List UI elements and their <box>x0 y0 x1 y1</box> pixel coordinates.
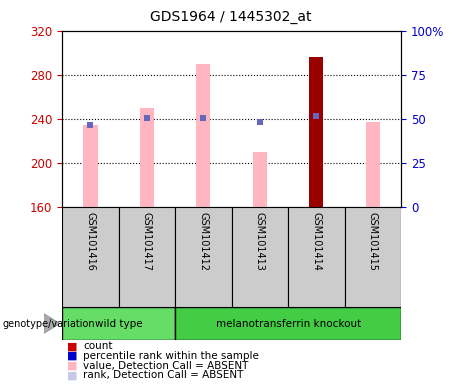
Bar <box>288 207 344 307</box>
Bar <box>231 207 288 307</box>
Text: rank, Detection Call = ABSENT: rank, Detection Call = ABSENT <box>83 370 243 380</box>
Text: GSM101413: GSM101413 <box>255 212 265 271</box>
Text: count: count <box>83 341 112 351</box>
Polygon shape <box>44 313 60 333</box>
Text: GSM101415: GSM101415 <box>368 212 378 271</box>
Bar <box>140 108 154 207</box>
Text: percentile rank within the sample: percentile rank within the sample <box>83 351 259 361</box>
Text: melanotransferrin knockout: melanotransferrin knockout <box>215 318 361 329</box>
Text: GSM101414: GSM101414 <box>311 212 321 271</box>
Text: GSM101412: GSM101412 <box>198 212 208 271</box>
Text: ■: ■ <box>67 351 77 361</box>
Text: ■: ■ <box>67 361 77 371</box>
Bar <box>62 207 118 307</box>
Text: value, Detection Call = ABSENT: value, Detection Call = ABSENT <box>83 361 248 371</box>
Bar <box>253 152 267 207</box>
Bar <box>344 207 401 307</box>
Text: ■: ■ <box>67 341 77 351</box>
Text: GSM101416: GSM101416 <box>85 212 95 271</box>
Bar <box>309 57 324 207</box>
Text: GSM101417: GSM101417 <box>142 212 152 271</box>
Bar <box>366 122 380 207</box>
Bar <box>196 64 211 207</box>
Bar <box>62 307 175 340</box>
Text: wild type: wild type <box>95 318 142 329</box>
Bar <box>175 207 231 307</box>
Bar <box>175 307 401 340</box>
Bar <box>83 124 98 207</box>
Text: GDS1964 / 1445302_at: GDS1964 / 1445302_at <box>150 10 311 23</box>
Text: genotype/variation: genotype/variation <box>2 318 95 329</box>
Text: ■: ■ <box>67 370 77 380</box>
Bar <box>118 207 175 307</box>
